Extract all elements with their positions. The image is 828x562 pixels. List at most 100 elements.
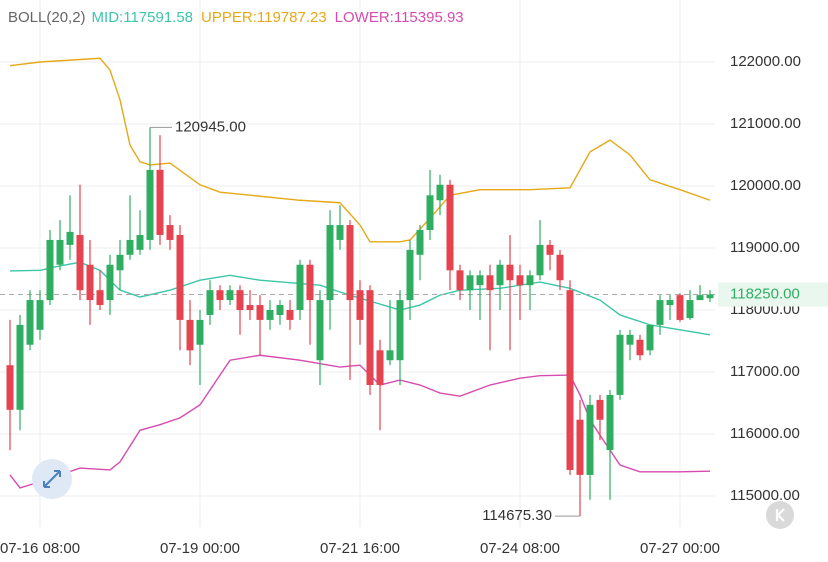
x-tick-label: 07-19 00:00: [160, 540, 240, 557]
candle-body: [236, 290, 244, 310]
high-marker-label: 120945.00: [175, 118, 246, 135]
candle-body: [286, 310, 294, 320]
candle-body: [386, 350, 394, 361]
candle-body: [356, 290, 364, 320]
indicator-value: 115395.93: [394, 9, 464, 26]
candle-body: [416, 230, 424, 255]
candle-body: [336, 225, 344, 240]
candle-body: [506, 264, 514, 281]
indicator-name: UPPER:: [201, 9, 257, 26]
x-tick-label: 07-24 08:00: [480, 540, 560, 557]
candle-body: [116, 254, 124, 271]
expand-button[interactable]: [32, 459, 72, 499]
candle-body: [246, 305, 254, 310]
y-tick-label: 116000.00: [730, 425, 800, 442]
candle-body: [56, 239, 64, 265]
candle-body: [296, 264, 304, 310]
candle-body: [86, 264, 94, 301]
candle-body: [586, 404, 594, 475]
band-line: [9, 57, 711, 243]
candle-body: [46, 239, 54, 301]
candle-body: [466, 275, 474, 291]
candle-body: [496, 264, 504, 286]
indicator-name: LOWER:: [335, 9, 394, 26]
candle-body: [406, 249, 414, 301]
candle-body: [436, 184, 444, 201]
candle-body: [536, 244, 544, 276]
candle-body: [546, 244, 554, 255]
k-circle: [766, 501, 794, 529]
k-icon: [775, 508, 785, 522]
y-tick-label: 120000.00: [730, 177, 801, 194]
candle-body: [346, 225, 354, 301]
candle-body: [316, 300, 324, 361]
candle-body: [146, 169, 154, 240]
candle-body: [666, 300, 674, 306]
last-price-tag: [718, 282, 828, 307]
candle-body: [166, 225, 174, 240]
candle-body: [676, 295, 684, 320]
y-tick-label: 122000.00: [730, 53, 801, 70]
expand-icon: [43, 470, 61, 488]
candle-body: [96, 290, 104, 306]
candle-body: [396, 300, 404, 361]
last-price-label: 118250.00: [730, 285, 800, 302]
candle-body: [126, 239, 134, 255]
candle-body: [326, 225, 334, 301]
candle-body: [426, 195, 434, 231]
x-tick-label: 07-27 00:00: [640, 540, 720, 557]
indicator-header: BOLL(20,2) MID: 117591.58 UPPER: 119787.23 L…: [8, 9, 464, 26]
candle-body: [706, 294, 714, 299]
candle-body: [136, 234, 144, 250]
candle-body: [196, 319, 204, 345]
y-tick-label: 117000.00: [730, 363, 800, 380]
candle-body: [26, 300, 34, 345]
candle-body: [306, 264, 314, 301]
indicator-label: BOLL(20,2): [8, 9, 86, 26]
candle-body: [516, 275, 524, 286]
candle-body: [486, 275, 494, 291]
candle-body: [16, 324, 24, 410]
candle-body: [106, 264, 114, 301]
candle-body: [596, 399, 604, 420]
candle-body: [176, 234, 184, 320]
candle-body: [476, 275, 484, 286]
low-marker-label: 114675.30: [482, 507, 552, 524]
candle-body: [556, 254, 564, 281]
indicator-name: MID:: [92, 9, 124, 26]
candle-body: [576, 419, 584, 475]
indicator-value: 119787.23: [257, 9, 327, 26]
candle-body: [6, 365, 14, 410]
candle-body: [686, 300, 694, 319]
candle-body: [156, 169, 164, 235]
candle-body: [616, 334, 624, 395]
candle-body: [256, 305, 264, 320]
candle-body: [696, 295, 704, 301]
candle-body: [446, 184, 454, 271]
k-button[interactable]: [766, 501, 794, 529]
candle-body: [626, 334, 634, 345]
candle-body: [636, 339, 644, 356]
candle-body: [456, 270, 464, 291]
candle-body: [566, 290, 574, 470]
y-tick-label: 115000.00: [730, 487, 800, 504]
candle-body: [216, 290, 224, 301]
candle-body: [226, 290, 234, 301]
candle-body: [36, 300, 44, 330]
candle-body: [376, 350, 384, 386]
y-tick-label: 121000.00: [730, 115, 801, 132]
candle-body: [206, 290, 214, 315]
indicator-value: 117591.58: [123, 9, 193, 26]
candle-body: [526, 275, 534, 286]
candle-body: [76, 234, 84, 291]
candle-body: [186, 319, 194, 351]
candle-body: [66, 231, 74, 245]
y-tick-label: 119000.00: [730, 239, 800, 256]
candle-body: [646, 324, 654, 351]
x-tick-label: 07-21 16:00: [320, 540, 400, 557]
candle-body: [276, 305, 284, 315]
candle-body: [606, 394, 614, 451]
candle-body: [366, 290, 374, 386]
